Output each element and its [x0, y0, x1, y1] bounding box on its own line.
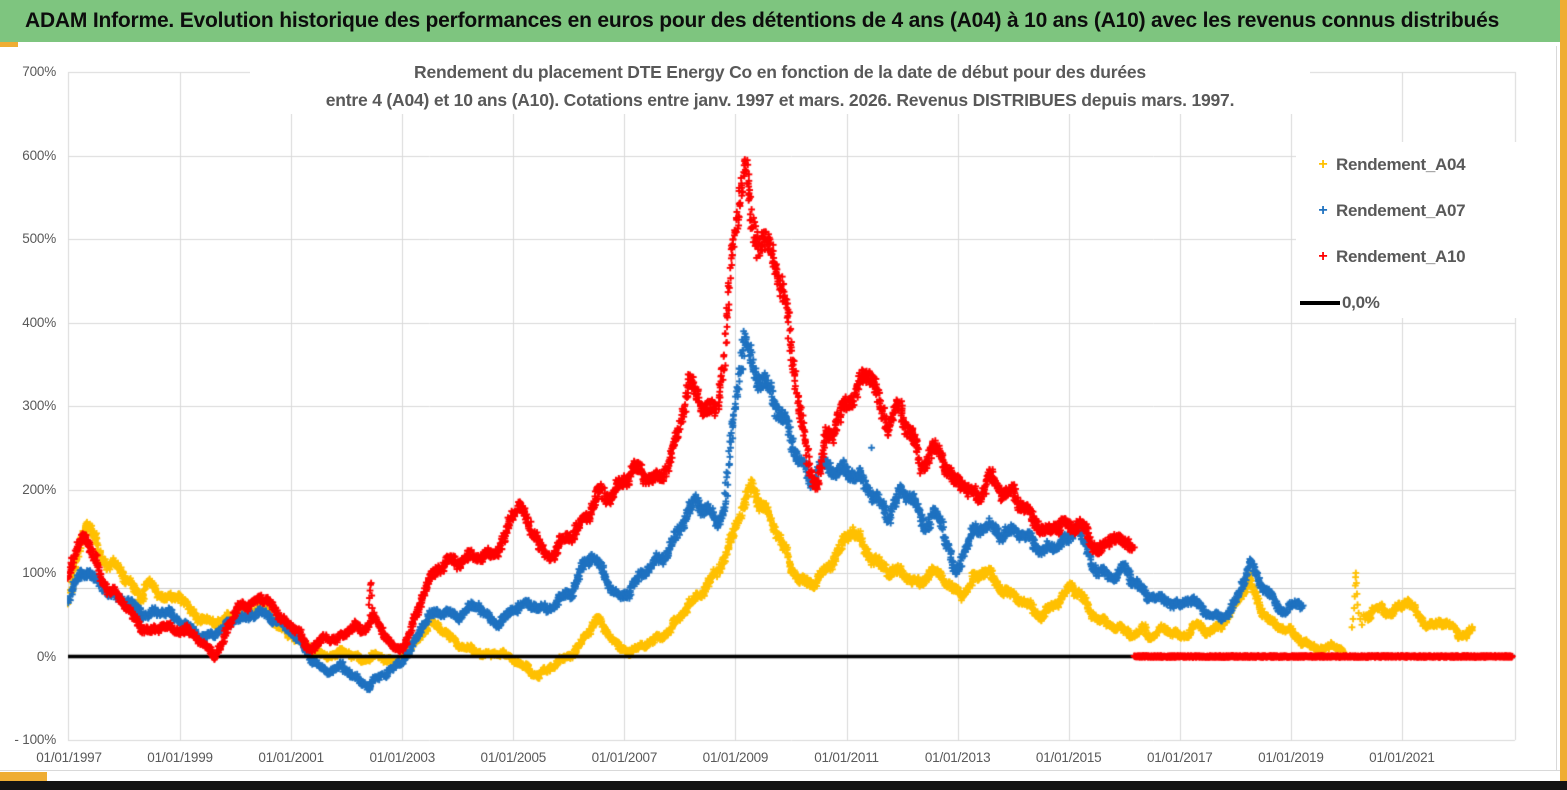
- x-axis-label: 01/01/1999: [147, 750, 213, 765]
- zero-line-swatch-icon: [1300, 301, 1340, 305]
- amber-border-right: [1560, 0, 1567, 781]
- chart-title: Rendement du placement DTE Energy Co en …: [250, 58, 1310, 114]
- y-axis-label: 600%: [22, 147, 56, 163]
- x-axis-label: 01/01/2003: [369, 750, 436, 765]
- legend-label: Rendement_A07: [1336, 201, 1466, 220]
- y-axis-label: 200%: [22, 481, 56, 497]
- legend-label: Rendement_A04: [1336, 155, 1466, 174]
- legend-item-rendement-a04[interactable]: + Rendement_A04: [1310, 150, 1520, 180]
- amber-border-stub: [0, 42, 18, 47]
- x-axis-label: 01/01/1997: [36, 750, 102, 765]
- plus-marker-icon: +: [1318, 248, 1328, 265]
- x-axis-label: 01/01/2011: [814, 750, 879, 765]
- y-axis-label: 300%: [22, 398, 56, 413]
- x-axis-label: 01/01/2017: [1147, 750, 1213, 765]
- y-axis-label: 500%: [22, 231, 56, 246]
- legend-item-rendement-a10[interactable]: + Rendement_A10: [1310, 242, 1520, 272]
- chart-border-right: [1556, 46, 1557, 771]
- chart-title-line2: entre 4 (A04) et 10 ans (A10). Cotations…: [325, 90, 1235, 110]
- legend-item-rendement-a07[interactable]: + Rendement_A07: [1310, 196, 1520, 226]
- plus-marker-icon: +: [1318, 156, 1328, 173]
- x-axis-label: 01/01/2013: [924, 750, 991, 765]
- chart-title-line1: Rendement du placement DTE Energy Co en …: [414, 62, 1146, 82]
- x-axis-label: 01/01/2009: [702, 750, 769, 765]
- y-axis-label: 0%: [36, 648, 56, 664]
- y-axis-label: - 100%: [14, 732, 56, 747]
- page-title-text: ADAM Informe. Evolution historique des p…: [25, 9, 1500, 32]
- x-axis-label: 01/01/2005: [480, 750, 547, 765]
- y-axis-label: 100%: [22, 565, 56, 580]
- legend-item-zero-line[interactable]: 0,0%: [1300, 288, 1520, 318]
- y-axis-label: 400%: [22, 314, 56, 330]
- bottom-bar: [0, 781, 1567, 790]
- x-axis-label: 01/01/2007: [591, 750, 658, 765]
- x-axis-label: 01/01/2015: [1035, 750, 1102, 765]
- plus-marker-icon: +: [1318, 202, 1328, 219]
- legend-label: 0,0%: [1342, 293, 1380, 312]
- amber-border-bottom: [0, 772, 47, 781]
- legend-label: Rendement_A10: [1336, 247, 1466, 266]
- chart-border-bottom: [0, 770, 1567, 771]
- x-axis-label: 01/01/2021: [1369, 750, 1435, 765]
- y-axis-label: 700%: [22, 64, 56, 79]
- x-axis-label: 01/01/2019: [1258, 750, 1324, 765]
- chart-legend: + Rendement_A04 + Rendement_A07 + Rendem…: [1296, 142, 1520, 318]
- page-title: ADAM Informe. Evolution historique des p…: [0, 0, 1561, 42]
- x-axis-label: 01/01/2001: [258, 750, 324, 765]
